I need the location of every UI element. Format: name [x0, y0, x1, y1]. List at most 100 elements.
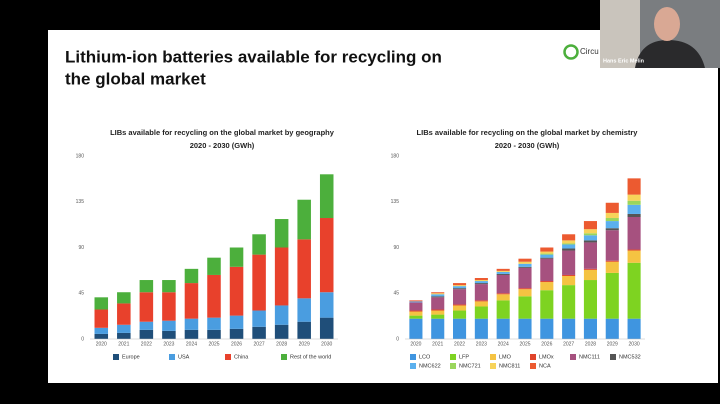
bar-segment — [518, 263, 532, 267]
legend-label: NMC811 — [499, 363, 520, 369]
bar-segment — [431, 318, 445, 339]
bar-segment — [583, 242, 597, 269]
legend-label: USA — [178, 354, 190, 360]
bar-segment — [540, 257, 554, 259]
logo-text: Circu — [580, 47, 599, 56]
bar-segment — [518, 289, 532, 297]
bar-segment — [627, 204, 641, 214]
legend-swatch — [610, 354, 616, 360]
bar-segment — [540, 290, 554, 319]
bar-segment — [496, 300, 510, 319]
x-tick-label: 2020 — [96, 341, 107, 347]
bar-segment — [562, 234, 576, 241]
bar-segment — [409, 315, 423, 319]
bar-segment — [583, 268, 597, 270]
bar-segment — [496, 268, 510, 271]
bar-segment — [605, 272, 619, 319]
legend-swatch — [410, 354, 416, 360]
slide-title: Lithium-ion batteries available for recy… — [65, 47, 442, 66]
legend-swatch — [530, 363, 536, 369]
bar-segment — [274, 305, 289, 325]
bar-segment — [297, 298, 311, 322]
bar-segment — [431, 293, 445, 295]
bar-segment — [431, 296, 445, 298]
bar-segment — [139, 321, 154, 330]
bar-segment — [117, 324, 131, 333]
bar-segment — [94, 297, 109, 310]
bar-segment — [184, 268, 199, 284]
bar-segment — [252, 326, 266, 339]
x-tick-label: 2022 — [454, 341, 465, 347]
bar-segment — [583, 235, 597, 241]
x-tick-label: 2028 — [585, 341, 596, 347]
y-tick-label: 45 — [78, 291, 84, 297]
bar-segment — [583, 240, 597, 243]
chart-title: LIBs available for recycling on the glob… — [417, 128, 639, 137]
bar-segment — [518, 318, 532, 339]
bar-segment — [319, 292, 334, 318]
video-wall — [600, 0, 640, 68]
legend-label: LMO — [499, 354, 512, 360]
bar-segment — [409, 311, 423, 316]
bar-segment — [139, 329, 154, 339]
x-tick-label: 2026 — [541, 341, 552, 347]
bar-segment — [496, 293, 510, 295]
x-tick-label: 2027 — [254, 341, 265, 347]
x-tick-label: 2022 — [141, 341, 152, 347]
legend-label: Europe — [122, 354, 140, 360]
bar-segment — [117, 332, 131, 339]
x-tick-label: 2025 — [208, 341, 219, 347]
bar-segment — [562, 285, 576, 319]
bar-segment — [184, 318, 199, 330]
legend-swatch — [281, 354, 287, 360]
bar-segment — [139, 292, 154, 322]
bar-segment — [627, 200, 641, 205]
legend-label: LMOx — [539, 354, 554, 360]
bar-segment — [627, 178, 641, 195]
bar-segment — [229, 328, 244, 339]
bar-segment — [627, 213, 641, 217]
bar-segment — [453, 285, 467, 287]
bar-segment — [540, 318, 554, 339]
bar-segment — [518, 288, 532, 290]
bar-segment — [562, 244, 576, 249]
legend-swatch — [169, 354, 175, 360]
bar-segment — [627, 217, 641, 250]
bar-segment — [605, 221, 619, 229]
bar-segment — [94, 309, 109, 328]
participant-name: Hans Eric Melin — [603, 58, 645, 64]
x-tick-label: 2020 — [410, 341, 421, 347]
y-tick-label: 180 — [391, 153, 400, 159]
bar-segment — [496, 273, 510, 275]
bar-segment — [583, 318, 597, 339]
y-tick-label: 0 — [81, 336, 84, 342]
x-tick-label: 2029 — [607, 341, 618, 347]
bar-segment — [431, 294, 445, 297]
bar-segment — [453, 289, 467, 305]
legend-swatch — [530, 354, 536, 360]
bar-segment — [605, 260, 619, 262]
bar-segment — [229, 247, 244, 267]
legend-label: LFP — [459, 354, 469, 360]
bar-segment — [518, 266, 532, 268]
slide-title: the global market — [65, 69, 206, 88]
bar-segment — [474, 280, 488, 282]
bar-segment — [562, 248, 576, 251]
legend-swatch — [490, 363, 496, 369]
x-tick-label: 2021 — [432, 341, 443, 347]
bar-segment — [605, 261, 619, 273]
bar-segment — [453, 304, 467, 306]
y-tick-label: 0 — [396, 336, 399, 342]
bar-segment — [453, 286, 467, 289]
bar-segment — [207, 317, 221, 330]
legend-label: Rest of the world — [290, 354, 331, 360]
bar-segment — [162, 280, 176, 293]
bar-segment — [162, 292, 176, 321]
legend-swatch — [113, 354, 119, 360]
y-tick-label: 180 — [76, 153, 85, 159]
bar-segment — [409, 310, 423, 312]
chart-title: 2020 - 2030 (GWh) — [190, 141, 255, 150]
bar-segment — [453, 318, 467, 339]
bar-segment — [229, 266, 244, 316]
